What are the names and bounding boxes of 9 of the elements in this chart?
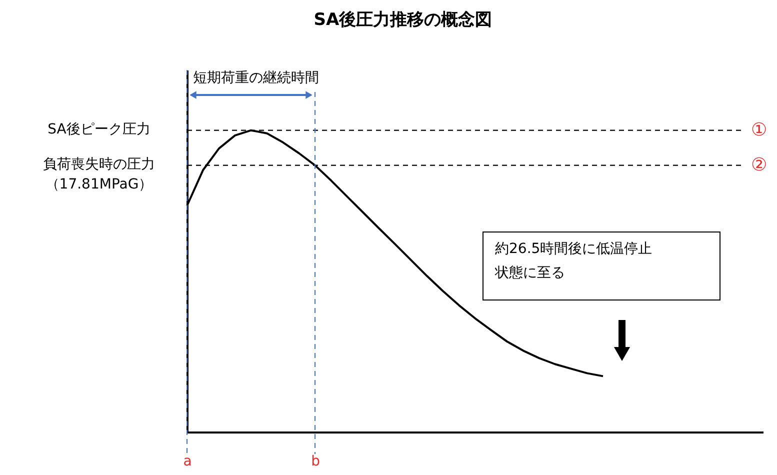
text: 負荷喪失時の圧力（17.81MPaG） — [43, 156, 155, 192]
annotation: 約26.5時間後に低温停止状態に至る — [494, 241, 652, 281]
text: 短期荷重の継続時間 — [193, 70, 319, 86]
chart-title: SA後圧力推移の概念図 — [314, 10, 492, 30]
ref-line-label: ① — [751, 119, 768, 140]
text: SA後ピーク圧力 — [48, 121, 150, 138]
x-tick-label: b — [311, 454, 320, 470]
x-tick-label: a — [183, 454, 192, 470]
ref-line-label: ② — [751, 154, 768, 176]
